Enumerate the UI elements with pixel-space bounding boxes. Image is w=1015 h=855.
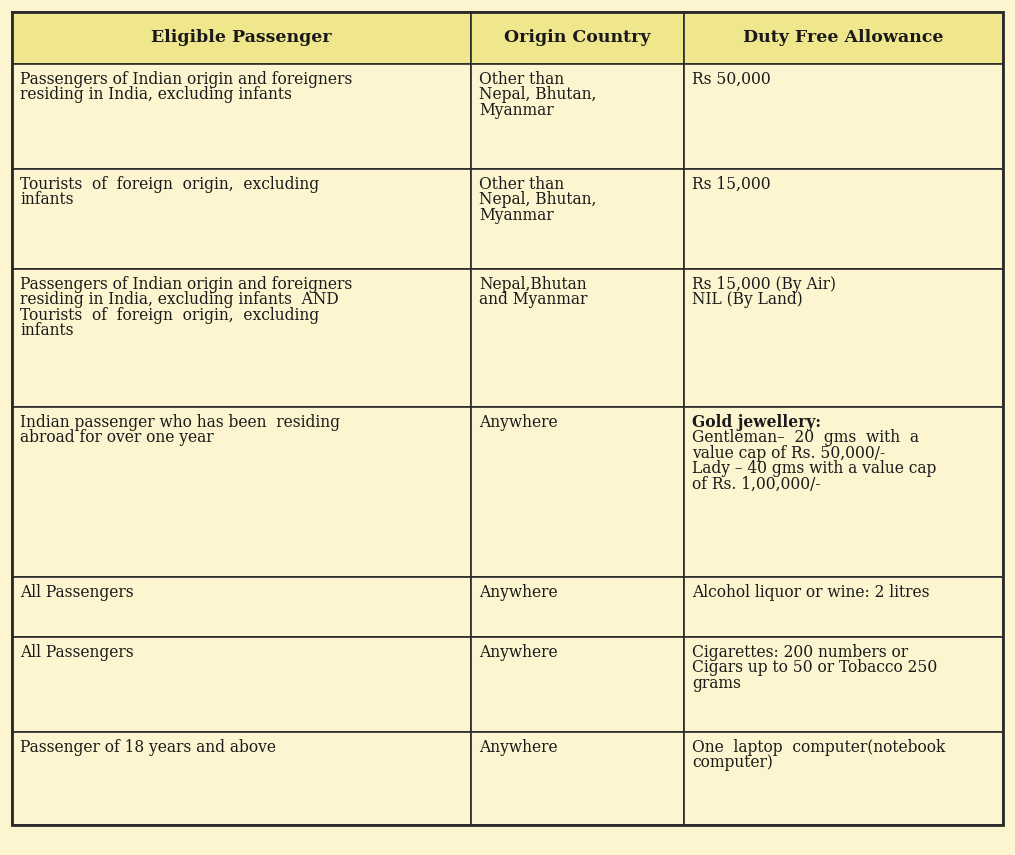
Text: residing in India, excluding infants  AND: residing in India, excluding infants AND [20,292,339,309]
Text: Origin Country: Origin Country [504,30,651,46]
Text: Nepal,Bhutan: Nepal,Bhutan [479,276,587,293]
Bar [12,407,471,577]
Text: Nepal, Bhutan,: Nepal, Bhutan, [479,192,596,209]
Bar [12,12,471,64]
Text: Rs 15,000 (By Air): Rs 15,000 (By Air) [692,276,836,293]
Bar [684,12,1003,64]
Text: Passengers of Indian origin and foreigners: Passengers of Indian origin and foreigne… [20,276,352,293]
Bar [684,577,1003,637]
Text: Nepal, Bhutan,: Nepal, Bhutan, [479,86,596,103]
Text: Passengers of Indian origin and foreigners: Passengers of Indian origin and foreigne… [20,71,352,88]
Text: Lady – 40 gms with a value cap: Lady – 40 gms with a value cap [692,460,936,477]
Bar [12,732,471,825]
Text: Myanmar: Myanmar [479,207,553,224]
Text: computer): computer) [692,754,772,771]
Text: Cigarettes: 200 numbers or: Cigarettes: 200 numbers or [692,644,908,661]
Text: residing in India, excluding infants: residing in India, excluding infants [20,86,292,103]
Text: NIL (By Land): NIL (By Land) [692,292,803,309]
Bar [12,637,471,732]
Text: Passenger of 18 years and above: Passenger of 18 years and above [20,739,276,756]
Text: Gentleman–  20  gms  with  a: Gentleman– 20 gms with a [692,429,919,446]
Bar [12,169,471,269]
Text: One  laptop  computer(notebook: One laptop computer(notebook [692,739,945,756]
Text: and Myanmar: and Myanmar [479,292,588,309]
Text: Tourists  of  foreign  origin,  excluding: Tourists of foreign origin, excluding [20,307,319,324]
Text: abroad for over one year: abroad for over one year [20,429,213,446]
Text: Alcohol liquor or wine: 2 litres: Alcohol liquor or wine: 2 litres [692,584,930,601]
Bar [471,64,684,169]
Text: Rs 50,000: Rs 50,000 [692,71,770,88]
Bar [12,64,471,169]
Text: infants: infants [20,322,73,339]
Text: Duty Free Allowance: Duty Free Allowance [743,30,944,46]
Text: Tourists  of  foreign  origin,  excluding: Tourists of foreign origin, excluding [20,176,319,193]
Text: of Rs. 1,00,000/-: of Rs. 1,00,000/- [692,476,820,492]
Text: Anywhere: Anywhere [479,739,557,756]
Bar [471,407,684,577]
Bar [684,269,1003,407]
Bar [684,732,1003,825]
Text: value cap of Rs. 50,000/-: value cap of Rs. 50,000/- [692,445,885,462]
Text: Other than: Other than [479,176,564,193]
Bar [684,407,1003,577]
Text: Other than: Other than [479,71,564,88]
Text: Indian passenger who has been  residing: Indian passenger who has been residing [20,414,340,431]
Bar [12,269,471,407]
Text: Gold jewellery:: Gold jewellery: [692,414,821,431]
Text: Eligible Passenger: Eligible Passenger [151,30,332,46]
Text: grams: grams [692,675,741,692]
Text: All Passengers: All Passengers [20,644,134,661]
Text: All Passengers: All Passengers [20,584,134,601]
Bar [471,169,684,269]
Text: Rs 15,000: Rs 15,000 [692,176,770,193]
Bar [684,169,1003,269]
Text: Anywhere: Anywhere [479,414,557,431]
Bar [12,577,471,637]
Text: infants: infants [20,192,73,209]
Bar [471,637,684,732]
Text: Anywhere: Anywhere [479,644,557,661]
Text: Anywhere: Anywhere [479,584,557,601]
Text: Cigars up to 50 or Tobacco 250: Cigars up to 50 or Tobacco 250 [692,659,937,676]
Bar [471,12,684,64]
Bar [471,577,684,637]
Bar [471,269,684,407]
Bar [684,637,1003,732]
Bar [471,732,684,825]
Text: Myanmar: Myanmar [479,102,553,119]
Bar [684,64,1003,169]
